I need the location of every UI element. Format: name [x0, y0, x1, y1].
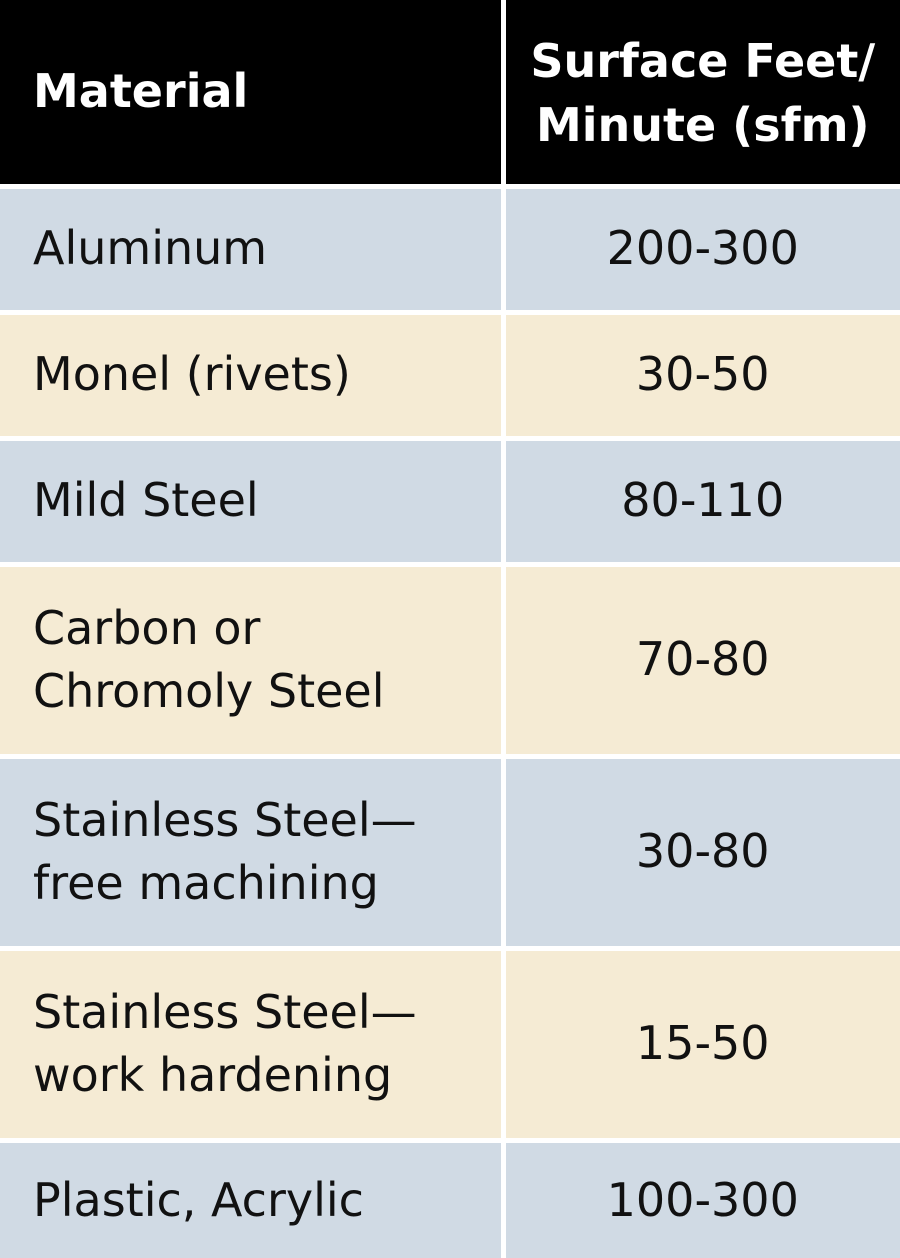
material-name-line2: Chromoly Steel [33, 664, 385, 718]
material-name-line1: Stainless Steel— [33, 984, 417, 1039]
table-row: Monel (rivets) 30-50 [0, 309, 900, 441]
table-row: Carbon or Chromoly Steel 70-80 [0, 561, 900, 759]
sfm-cell: 100-300 [500, 1137, 900, 1258]
material-name-line1: Stainless Steel— [33, 792, 417, 847]
sfm-value: 15-50 [635, 1016, 770, 1071]
header-row: Material Surface Feet/ Minute (sfm) [0, 0, 900, 189]
sfm-value: 30-50 [635, 347, 770, 402]
sfm-cell: 200-300 [500, 183, 900, 315]
table-row: Stainless Steel— free machining 30-80 [0, 753, 900, 951]
sfm-value: 70-80 [635, 632, 770, 687]
material-cell: Mild Steel [0, 435, 506, 567]
material-cell: Stainless Steel— free machining [0, 753, 506, 951]
material-column-header: Material [0, 0, 506, 189]
table-row: Aluminum 200-300 [0, 183, 900, 315]
sfm-value: 30-80 [635, 824, 770, 879]
sfm-header-line1: Surface Feet/ [530, 34, 876, 89]
sfm-value: 200-300 [606, 221, 799, 276]
sfm-cell: 30-50 [500, 309, 900, 441]
sfm-cell: 15-50 [500, 945, 900, 1143]
material-cell: Plastic, Acrylic [0, 1137, 506, 1258]
material-name-line2: free machining [33, 856, 379, 910]
sfm-column-header: Surface Feet/ Minute (sfm) [500, 0, 900, 189]
material-cell: Monel (rivets) [0, 309, 506, 441]
material-name: Mild Steel [33, 473, 259, 528]
material-name-line1: Carbon or [33, 600, 261, 655]
material-cell: Stainless Steel— work hardening [0, 945, 506, 1143]
material-name: Monel (rivets) [33, 347, 351, 402]
table-row: Mild Steel 80-110 [0, 435, 900, 567]
sfm-cell: 30-80 [500, 753, 900, 951]
material-name: Aluminum [33, 221, 268, 276]
material-name: Plastic, Acrylic [33, 1172, 364, 1227]
material-header-label: Material [33, 64, 249, 119]
sfm-value: 100-300 [606, 1172, 799, 1227]
material-cell: Aluminum [0, 183, 506, 315]
table-row: Plastic, Acrylic 100-300 [0, 1137, 900, 1258]
table-row: Stainless Steel— work hardening 15-50 [0, 945, 900, 1143]
material-cell: Carbon or Chromoly Steel [0, 561, 506, 759]
sfm-cell: 80-110 [500, 435, 900, 567]
sfm-header-line2: Minute (sfm) [535, 97, 870, 152]
material-name-line2: work hardening [33, 1048, 393, 1102]
sfm-cell: 70-80 [500, 561, 900, 759]
sfm-value: 80-110 [621, 473, 785, 528]
